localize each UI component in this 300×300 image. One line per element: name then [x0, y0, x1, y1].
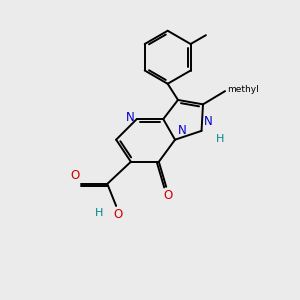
Text: N: N [126, 111, 134, 124]
Text: N: N [178, 124, 187, 137]
Text: H: H [94, 208, 103, 218]
Text: O: O [113, 208, 122, 221]
Text: O: O [163, 189, 172, 202]
Text: N: N [204, 115, 213, 128]
Text: H: H [216, 134, 224, 144]
Text: methyl: methyl [227, 85, 259, 94]
Text: O: O [70, 169, 79, 182]
